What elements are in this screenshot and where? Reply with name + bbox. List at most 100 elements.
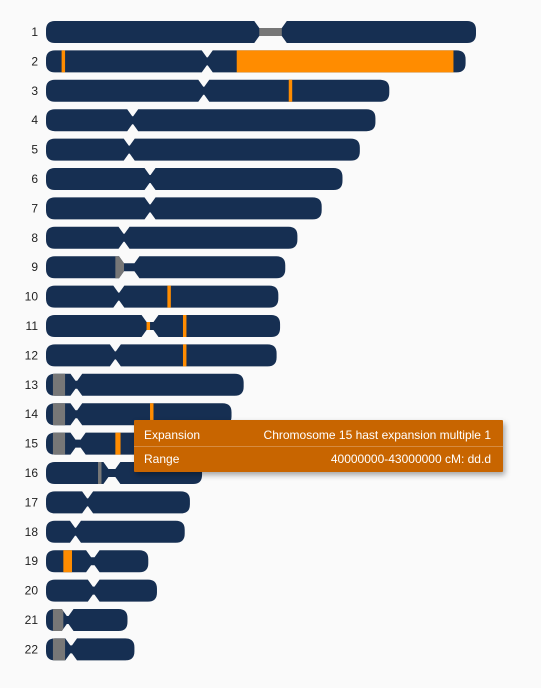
- chromosome-label-11: 11: [26, 319, 39, 333]
- chromosome-label-15: 15: [25, 437, 39, 451]
- chromosome-14-gap-mark-0: [52, 403, 66, 426]
- chromosome-label-4: 4: [31, 113, 38, 127]
- chromosome-label-14: 14: [25, 407, 39, 421]
- chromosome-11-highlight-mark-0: [146, 315, 151, 337]
- chromosome-10: 10: [25, 285, 279, 308]
- chromosome-19: 19: [25, 550, 149, 573]
- chromosome-label-21: 21: [25, 613, 39, 627]
- chromosome-22-gap-mark-0: [52, 638, 66, 661]
- chromosome-8: 8: [31, 226, 298, 249]
- chromosome-9-body: [46, 256, 286, 279]
- chromosome-17: 17: [25, 491, 190, 514]
- chromosome-14-body: [46, 403, 232, 426]
- chromosome-label-22: 22: [25, 642, 39, 656]
- chromosome-label-17: 17: [25, 495, 39, 509]
- tooltip-divider: [134, 446, 503, 447]
- chromosome-16-gap-mark-0: [98, 462, 102, 484]
- chromosome-9-gap-mark-0: [115, 256, 125, 279]
- chromosome-4: 4: [31, 109, 376, 132]
- chromosome-1-marks: [259, 21, 282, 43]
- chromosome-label-12: 12: [25, 348, 39, 362]
- tooltip-key-expansion: Expansion: [144, 428, 201, 442]
- chromosome-21-gap-mark-0: [52, 609, 64, 631]
- chromosome-5: 5: [31, 138, 360, 161]
- chromosome-14-marks: [52, 403, 154, 426]
- chromosome-9: 9: [31, 256, 286, 279]
- chromosome-15-highlight-mark-1: [115, 432, 121, 455]
- chromosome-label-20: 20: [25, 584, 39, 598]
- tooltip-value-expansion: Chromosome 15 hast expansion multiple 1: [263, 428, 491, 442]
- chromosome-1-gap-mark-0: [259, 21, 282, 43]
- tooltip-row-range: Range 40000000-43000000 cM: dd.d: [144, 452, 491, 468]
- chromosome-11: 11: [26, 315, 281, 337]
- chromosome-10-body: [46, 285, 279, 308]
- chromosome-2-highlight-mark-1: [236, 50, 454, 73]
- chromosome-1: 1: [31, 21, 476, 43]
- chromosome-21-marks: [52, 609, 64, 631]
- chromosome-13-gap-mark-0: [52, 373, 66, 396]
- chromosome-9-marks: [115, 256, 125, 279]
- expansion-tooltip: Expansion Chromosome 15 hast expansion m…: [134, 420, 503, 472]
- chromosome-label-1: 1: [31, 25, 38, 39]
- chromosome-label-18: 18: [25, 525, 39, 539]
- chromosome-12-marks: [182, 344, 187, 367]
- chromosome-label-2: 2: [31, 54, 38, 68]
- chromosome-label-19: 19: [25, 554, 39, 568]
- chromosome-label-7: 7: [31, 201, 38, 215]
- chromosome-label-16: 16: [25, 466, 39, 480]
- chromosome-16-marks: [98, 462, 102, 484]
- chromosome-19-body: [46, 550, 149, 573]
- chromosome-18-body: [46, 520, 185, 543]
- tooltip-row-expansion: Expansion Chromosome 15 hast expansion m…: [144, 428, 491, 444]
- chromosome-3-marks: [288, 79, 293, 102]
- chromosome-3: 3: [31, 79, 390, 102]
- chromosome-11-body: [46, 315, 281, 337]
- chromosome-7-body: [46, 197, 322, 220]
- chromosome-15-gap-mark-0: [52, 432, 66, 455]
- chromosome-3-highlight-mark-0: [288, 79, 293, 102]
- tooltip-key-range: Range: [144, 452, 180, 466]
- chromosome-label-10: 10: [25, 290, 39, 304]
- tooltip-value-range: 40000000-43000000 cM: dd.d: [330, 452, 491, 466]
- chromosome-13: 13: [25, 373, 244, 396]
- chromosome-12: 12: [25, 344, 277, 367]
- chromosome-5-body: [46, 138, 360, 161]
- chromosome-label-13: 13: [25, 378, 39, 392]
- chromosome-22-body: [46, 638, 135, 661]
- chromosome-22: 22: [25, 638, 135, 661]
- chromosome-8-body: [46, 226, 298, 249]
- chromosome-6: 6: [31, 168, 343, 190]
- chromosome-11-highlight-mark-1: [182, 315, 187, 337]
- chromosome-14-highlight-mark-1: [150, 403, 154, 426]
- chromosome-21-body: [46, 609, 128, 631]
- chromosome-7: 7: [31, 197, 322, 220]
- chromosome-19-highlight-mark-0: [63, 550, 73, 573]
- chromosome-20-body: [46, 579, 157, 602]
- chromosome-14: 14: [25, 403, 232, 426]
- chromosome-label-5: 5: [31, 143, 38, 157]
- chromosome-18: 18: [25, 520, 185, 543]
- chromosome-3-body: [46, 79, 390, 102]
- chromosome-11-marks: [146, 315, 187, 337]
- chromosome-label-8: 8: [31, 231, 38, 245]
- chromosome-label-3: 3: [31, 84, 38, 98]
- chromosome-12-highlight-mark-0: [182, 344, 187, 367]
- chromosome-12-body: [46, 344, 277, 367]
- chromosome-13-marks: [52, 373, 66, 396]
- chromosome-6-body: [46, 168, 343, 190]
- chromosome-2-highlight-mark-0: [61, 50, 66, 73]
- chromosome-13-body: [46, 373, 244, 396]
- chromosome-label-9: 9: [31, 260, 38, 274]
- chromosome-4-body: [46, 109, 376, 132]
- chromosome-2-marks: [61, 50, 454, 73]
- chromosome-21: 21: [25, 609, 128, 631]
- chromosome-label-6: 6: [31, 172, 38, 186]
- chromosome-10-marks: [167, 285, 171, 308]
- chromosome-2: 2: [31, 50, 466, 73]
- chromosome-10-highlight-mark-0: [167, 285, 171, 308]
- chromosome-19-marks: [63, 550, 73, 573]
- chromosome-22-marks: [52, 638, 66, 661]
- chromosome-17-body: [46, 491, 190, 514]
